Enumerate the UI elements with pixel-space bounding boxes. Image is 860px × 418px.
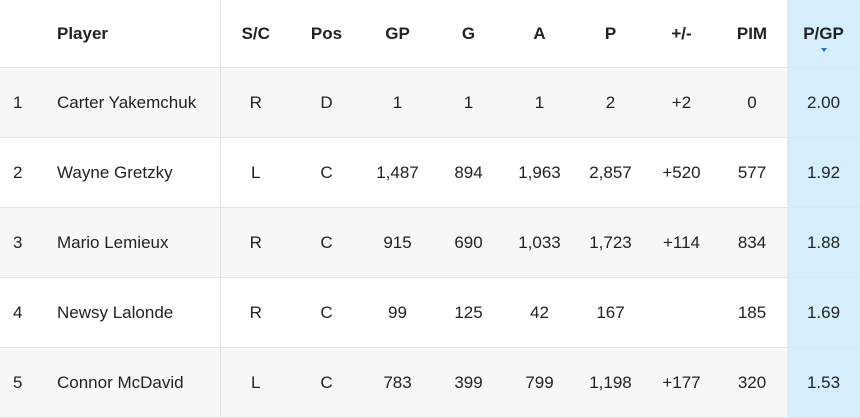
stat-cell: 834 xyxy=(717,207,787,278)
stat-cell: 42 xyxy=(504,277,575,348)
rank-cell: 1 xyxy=(0,67,40,138)
rank-cell: 4 xyxy=(0,277,40,348)
column-header[interactable]: Player xyxy=(40,0,221,68)
stat-cell: 99 xyxy=(362,277,433,348)
stat-cell: 1,033 xyxy=(504,207,575,278)
stat-cell: 915 xyxy=(362,207,433,278)
stat-cell: +177 xyxy=(646,347,717,418)
stat-cell: 185 xyxy=(717,277,787,348)
stat-cell: C xyxy=(291,207,362,278)
stat-cell xyxy=(646,277,717,348)
stat-cell: 399 xyxy=(433,347,504,418)
stat-cell: 1.88 xyxy=(787,207,860,278)
stat-cell: L xyxy=(220,347,291,418)
stat-cell: 2 xyxy=(575,67,646,138)
stat-cell: 0 xyxy=(717,67,787,138)
stat-cell: R xyxy=(220,277,291,348)
player-row[interactable]: 1 Carter Yakemchuk R D 1 1 1 2 +2 0 2.00 xyxy=(0,67,860,138)
player-row[interactable]: 3 Mario Lemieux R C 915 690 1,033 1,723 +114 834 1… xyxy=(0,207,860,278)
stat-cell: 577 xyxy=(717,137,787,208)
player-name: Newsy Lalonde xyxy=(40,277,221,348)
player-name: Wayne Gretzky xyxy=(40,137,221,208)
column-header[interactable]: PIM xyxy=(717,0,787,68)
rank-cell: 5 xyxy=(0,347,40,418)
column-header[interactable]: +/- xyxy=(646,0,717,68)
stat-cell: L xyxy=(220,137,291,208)
column-header[interactable]: P/GP xyxy=(787,0,860,68)
rank-cell: 2 xyxy=(0,137,40,208)
stat-cell: 1.92 xyxy=(787,137,860,208)
stat-cell: 783 xyxy=(362,347,433,418)
stat-cell: 2.00 xyxy=(787,67,860,138)
stat-cell: 1.53 xyxy=(787,347,860,418)
stat-cell: 1 xyxy=(433,67,504,138)
stat-cell: 320 xyxy=(717,347,787,418)
column-header[interactable]: G xyxy=(433,0,504,68)
stat-cell: 1,487 xyxy=(362,137,433,208)
player-name: Carter Yakemchuk xyxy=(40,67,221,138)
stat-cell: 1 xyxy=(504,67,575,138)
player-name: Connor McDavid xyxy=(40,347,221,418)
stat-cell: +520 xyxy=(646,137,717,208)
stat-cell: 2,857 xyxy=(575,137,646,208)
stat-cell: 1 xyxy=(362,67,433,138)
player-name: Mario Lemieux xyxy=(40,207,221,278)
stat-cell: R xyxy=(220,67,291,138)
header-row: Player S/C Pos GP G A P +/- PIM P/GP xyxy=(0,0,860,68)
stat-cell: 690 xyxy=(433,207,504,278)
column-header[interactable]: Pos xyxy=(291,0,362,68)
stat-cell: C xyxy=(291,277,362,348)
stat-cell: 1,963 xyxy=(504,137,575,208)
stat-cell: 894 xyxy=(433,137,504,208)
stat-cell: D xyxy=(291,67,362,138)
stat-cell: 125 xyxy=(433,277,504,348)
column-header[interactable]: S/C xyxy=(220,0,291,68)
column-header[interactable]: A xyxy=(504,0,575,68)
rank-header xyxy=(0,0,40,68)
rank-cell: 3 xyxy=(0,207,40,278)
stat-cell: C xyxy=(291,137,362,208)
stat-cell: 1.69 xyxy=(787,277,860,348)
player-row[interactable]: 5 Connor McDavid L C 783 399 799 1,198 +177 320 1.… xyxy=(0,347,860,418)
stat-cell: 167 xyxy=(575,277,646,348)
stat-cell: +114 xyxy=(646,207,717,278)
player-row[interactable]: 2 Wayne Gretzky L C 1,487 894 1,963 2,857 +520 57… xyxy=(0,137,860,208)
player-row[interactable]: 4 Newsy Lalonde R C 99 125 42 167 185 1.69 xyxy=(0,277,860,348)
column-header[interactable]: P xyxy=(575,0,646,68)
column-header[interactable]: GP xyxy=(362,0,433,68)
stat-cell: C xyxy=(291,347,362,418)
stat-cell: 1,198 xyxy=(575,347,646,418)
stat-cell: 799 xyxy=(504,347,575,418)
stat-cell: R xyxy=(220,207,291,278)
stat-cell: 1,723 xyxy=(575,207,646,278)
stat-cell: +2 xyxy=(646,67,717,138)
sort-arrow xyxy=(820,48,827,52)
table-body: 1 Carter Yakemchuk R D 1 1 1 2 +2 0 2.00 2 Wayne Gre… xyxy=(0,67,860,418)
